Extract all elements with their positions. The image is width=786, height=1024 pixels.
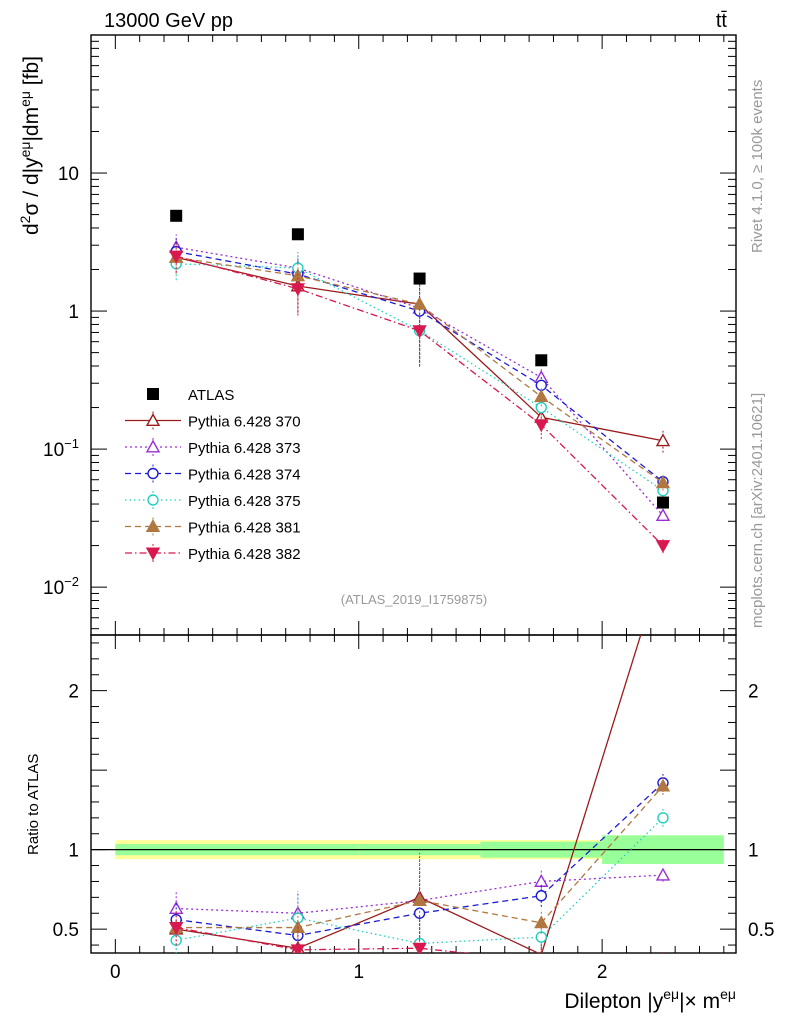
- triangle-down-marker: [290, 944, 306, 953]
- ratio-y-tick-label: 0.5: [53, 920, 79, 941]
- axis-tick-labels: 0 1 2 10 1 10−1 10−2 0.5 0.5 1 1 2 2: [43, 164, 774, 983]
- ratio-panel-frame: [90, 634, 737, 954]
- ratio-y-axis-label: Ratio to ATLAS: [25, 754, 42, 855]
- triangle-down-marker: [412, 325, 427, 339]
- ratio-uncertainty-bands: [91, 835, 736, 864]
- triangle-up-marker: [145, 439, 161, 453]
- series-6-ratio: [168, 909, 664, 953]
- legend-label: Pythia 6.428 381: [188, 520, 301, 537]
- triangle-down-marker: [168, 922, 184, 936]
- triangle-down-marker: [412, 942, 427, 953]
- legend-entry: Pythia 6.428 370: [125, 411, 301, 431]
- analysis-reference: (ATLAS_2019_I1759875): [341, 592, 487, 607]
- triangle-up-marker: [534, 389, 549, 403]
- triangle-up-marker: [534, 915, 549, 929]
- main-panel-series: [168, 234, 671, 554]
- square-marker: [147, 388, 159, 400]
- legend-label: ATLAS: [188, 387, 234, 404]
- ratio-y-tick-label-right: 0.5: [748, 920, 774, 941]
- square-marker: [170, 209, 183, 222]
- series-layer: [168, 234, 671, 953]
- legend-label: Pythia 6.428 370: [188, 414, 301, 431]
- legend-label: Pythia 6.428 375: [188, 493, 301, 510]
- x-tick-label: 0: [110, 962, 121, 983]
- legend-entry: Pythia 6.428 374: [125, 464, 301, 484]
- y-tick-label: 10−1: [43, 436, 79, 461]
- series-line: [176, 263, 664, 492]
- triangle-down-marker: [145, 547, 161, 561]
- triangle-up-marker: [655, 778, 671, 792]
- triangle-up-marker: [655, 867, 671, 881]
- legend-label: Pythia 6.428 373: [188, 440, 301, 457]
- series-line: [176, 255, 664, 547]
- y-axis-label: d2σ / d|yeμ|dmeμ [fb]: [17, 56, 43, 235]
- process-tag: tt̄: [716, 10, 728, 32]
- triangle-up-marker: [412, 893, 427, 907]
- circle-marker: [657, 812, 669, 824]
- axis-ticks: [90, 35, 736, 953]
- legend: ATLAS Pythia 6.428 370 Pythia 6.428 373 Pyt…: [125, 387, 301, 563]
- main-panel-frame: [90, 34, 737, 636]
- square-marker: [656, 496, 669, 509]
- triangle-up-marker: [145, 413, 161, 426]
- x-axis-label: Dilepton |yeμ|× meμ: [564, 986, 736, 1013]
- square-marker: [535, 354, 548, 367]
- legend-label: Pythia 6.428 382: [188, 546, 301, 563]
- series-ratio-line: [176, 785, 664, 929]
- process-label: 13000 GeV pp: [104, 10, 233, 32]
- y-tick-label: 1: [68, 302, 79, 323]
- ratio-y-tick-label: 1: [68, 841, 79, 862]
- rivet-version: Rivet 4.1.0, ≥ 100k events: [749, 80, 766, 253]
- triangle-up-marker: [145, 519, 161, 532]
- circle-marker: [535, 890, 547, 902]
- series-ratio-line: [176, 874, 664, 914]
- triangle-down-marker: [168, 250, 184, 264]
- x-tick-label: 2: [597, 962, 608, 983]
- triangle-up-marker: [655, 475, 671, 489]
- y-tick-label: 10−2: [43, 574, 79, 599]
- ratio-y-tick-label-right: 2: [748, 682, 759, 703]
- mcplots-credit: mcplots.cern.ch [arXiv:2401.10621]: [749, 393, 766, 628]
- series-ratio-line: [176, 782, 664, 937]
- square-marker: [413, 272, 426, 285]
- x-tick-label: 1: [353, 962, 364, 983]
- triangle-down-marker: [534, 419, 549, 433]
- series-line: [176, 256, 664, 484]
- y-tick-label: 10: [58, 164, 79, 185]
- circle-marker: [147, 494, 159, 506]
- legend-entry: Pythia 6.428 382: [125, 544, 301, 563]
- series-5-ratio: [168, 777, 671, 950]
- legend-entry: Pythia 6.428 375: [125, 491, 301, 510]
- ratio-y-tick-label: 2: [68, 682, 79, 703]
- legend-label: Pythia 6.428 374: [188, 467, 301, 484]
- atlas-data-points: [170, 209, 669, 509]
- square-marker: [291, 228, 304, 241]
- triangle-up-marker: [655, 508, 671, 522]
- legend-entry: Pythia 6.428 381: [125, 517, 301, 537]
- ratio-panel-series: [168, 635, 671, 953]
- circle-marker: [535, 401, 547, 414]
- triangle-down-marker: [655, 540, 671, 554]
- legend-entry: ATLAS: [147, 387, 234, 404]
- legend-entry: Pythia 6.428 373: [125, 438, 301, 457]
- series-6-main: [168, 243, 671, 554]
- triangle-up-marker: [655, 433, 671, 447]
- ratio-y-tick-label-right: 1: [748, 841, 759, 862]
- triangle-down-marker: [290, 283, 306, 297]
- circle-marker: [147, 467, 159, 480]
